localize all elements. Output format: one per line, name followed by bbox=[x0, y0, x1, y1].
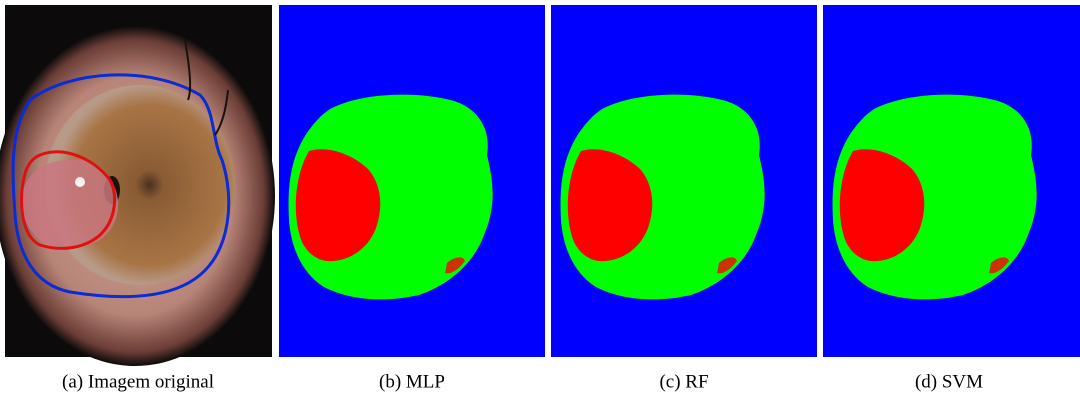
mlp-segmentation bbox=[279, 5, 545, 357]
figure: (a) Imagem original (b) MLP (c) RF (d) S… bbox=[0, 0, 1080, 403]
original-image bbox=[0, 5, 275, 366]
rf-segmentation bbox=[551, 5, 817, 357]
caption: (d) SVM bbox=[915, 371, 983, 392]
caption: (a) Imagem original bbox=[62, 371, 214, 392]
caption: (b) MLP bbox=[379, 371, 445, 392]
svm-segmentation bbox=[823, 5, 1080, 357]
caption: (c) RF bbox=[659, 371, 708, 392]
